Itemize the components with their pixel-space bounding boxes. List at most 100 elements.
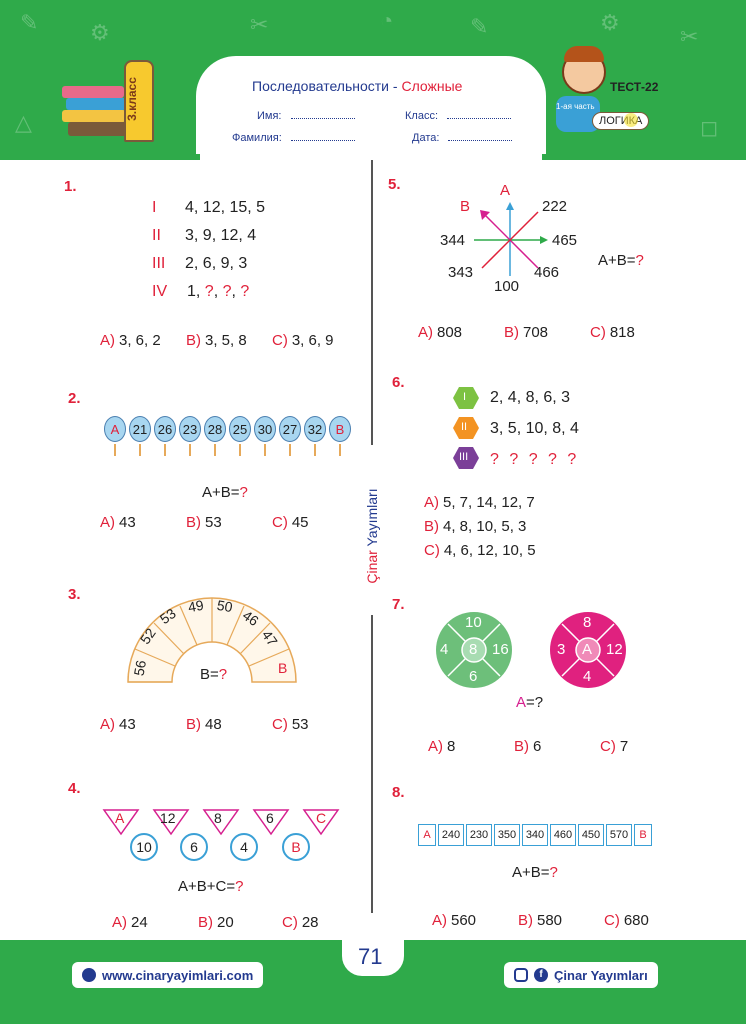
q5-option-c[interactable]: C) 818 bbox=[590, 324, 635, 341]
q5-number: 5. bbox=[388, 176, 401, 193]
column-divider-bottom bbox=[371, 615, 373, 913]
q8-option-c-text: 680 bbox=[623, 912, 649, 929]
q3-option-b[interactable]: B) 48 bbox=[186, 716, 222, 733]
stick-2 bbox=[139, 444, 141, 456]
q1-option-a[interactable]: A) 3, 6, 2 bbox=[100, 332, 161, 349]
social-text: Çinar Yayımları bbox=[554, 967, 648, 983]
q5-label-222: 222 bbox=[542, 198, 568, 215]
q4-option-a[interactable]: A) 24 bbox=[112, 914, 148, 931]
q1-values-1: 4, 12, 15, 5 bbox=[185, 199, 266, 216]
q3-question-text: B= bbox=[200, 666, 219, 683]
q8-option-b-letter: B) bbox=[518, 912, 533, 929]
q5-option-b-letter: B) bbox=[504, 324, 519, 341]
arc-value-1: 56 bbox=[130, 658, 150, 678]
q2-option-a[interactable]: A) 43 bbox=[100, 514, 136, 531]
facebook-icon: f bbox=[534, 968, 548, 982]
class-field[interactable]: Класс: bbox=[405, 110, 512, 122]
q5-label-465: 465 bbox=[552, 232, 578, 249]
brand-part1: Çinar bbox=[364, 550, 380, 584]
title-main: Последовательности - bbox=[252, 78, 398, 94]
lollipop-8: 27 bbox=[279, 416, 301, 442]
boy-hair bbox=[564, 46, 604, 62]
q1-roman-3: III bbox=[152, 255, 166, 272]
stick-1 bbox=[114, 444, 116, 456]
q6-option-c-text: 4, 6, 12, 10, 5 bbox=[443, 542, 536, 559]
q8-number: 8. bbox=[392, 784, 405, 801]
q4-option-b-text: 20 bbox=[217, 914, 234, 931]
q6-option-c[interactable]: C) 4, 6, 12, 10, 5 bbox=[424, 542, 536, 559]
stick-10 bbox=[339, 444, 341, 456]
q5-label-a: A bbox=[500, 182, 511, 199]
q5-option-b[interactable]: B) 708 bbox=[504, 324, 548, 341]
social-link[interactable]: f Çinar Yayımları bbox=[504, 962, 658, 988]
arc-value-4: 49 bbox=[186, 596, 205, 616]
tri-4: 6 bbox=[266, 810, 274, 826]
q8-box-5: 340 bbox=[522, 824, 548, 846]
stick-5 bbox=[214, 444, 216, 456]
pencil-mascot: 3.класс bbox=[124, 60, 154, 142]
lollipop-4: 23 bbox=[179, 416, 201, 442]
name-field[interactable]: Имя: bbox=[257, 110, 355, 122]
stick-8 bbox=[289, 444, 291, 456]
lollipop-b: B bbox=[329, 416, 351, 442]
q2-option-b[interactable]: B) 53 bbox=[186, 514, 222, 531]
q6-option-b-text: 4, 8, 10, 5, 3 bbox=[443, 518, 527, 535]
q5-option-c-text: 818 bbox=[609, 324, 635, 341]
q5-qmark: ? bbox=[635, 252, 644, 269]
q8-option-c[interactable]: C) 680 bbox=[604, 912, 649, 929]
q7-option-c[interactable]: C) 7 bbox=[600, 738, 628, 755]
date-field[interactable]: Дата: bbox=[412, 132, 513, 144]
q8-option-b[interactable]: B) 580 bbox=[518, 912, 562, 929]
stick-3 bbox=[164, 444, 166, 456]
page-title: Последовательности - Сложные bbox=[252, 78, 462, 94]
q3-option-b-letter: B) bbox=[186, 716, 201, 733]
q1-row-1: I 4, 12, 15, 5 bbox=[152, 194, 265, 222]
q1-option-b[interactable]: B) 3, 5, 8 bbox=[186, 332, 247, 349]
q7-question-a: A bbox=[516, 694, 527, 711]
q6-roman-2: II bbox=[461, 421, 468, 433]
q7-wheels bbox=[436, 612, 626, 688]
q8-option-a-text: 560 bbox=[451, 912, 477, 929]
q8-option-a[interactable]: A) 560 bbox=[432, 912, 476, 929]
page-number: 71 bbox=[358, 944, 383, 969]
stick-4 bbox=[189, 444, 191, 456]
q4-option-c[interactable]: C) 28 bbox=[282, 914, 319, 931]
q5-label-343: 343 bbox=[448, 264, 474, 281]
q3-option-a[interactable]: A) 43 bbox=[100, 716, 136, 733]
q6-option-a[interactable]: A) 5, 7, 14, 12, 7 bbox=[424, 494, 535, 511]
part-label: 1-ая часть bbox=[556, 102, 595, 111]
q1-option-b-text: 3, 5, 8 bbox=[205, 332, 247, 349]
q4-option-b[interactable]: B) 20 bbox=[198, 914, 234, 931]
arc-value-b: B bbox=[278, 660, 288, 676]
q2-option-c[interactable]: C) 45 bbox=[272, 514, 309, 531]
q7-option-a[interactable]: A) 8 bbox=[428, 738, 455, 755]
q3-qmark: ? bbox=[218, 666, 228, 683]
q7-option-a-letter: A) bbox=[428, 738, 443, 755]
website-text: www.cinaryayimlari.com bbox=[102, 967, 254, 983]
q4-qmark: ? bbox=[235, 878, 244, 895]
q6-option-b[interactable]: B) 4, 8, 10, 5, 3 bbox=[424, 518, 526, 535]
vertical-brand: Çinar Yayımları bbox=[364, 456, 380, 616]
q2-option-a-text: 43 bbox=[119, 514, 136, 531]
q6-option-a-letter: A) bbox=[424, 494, 439, 511]
q1-option-c[interactable]: C) 3, 6, 9 bbox=[272, 332, 334, 349]
column-divider-top bbox=[371, 160, 373, 445]
lollipop-2: 21 bbox=[129, 416, 151, 442]
website-link[interactable]: www.cinaryayimlari.com bbox=[72, 962, 264, 988]
q7-option-b[interactable]: B) 6 bbox=[514, 738, 541, 755]
surname-field[interactable]: Фамилия: bbox=[232, 132, 355, 144]
q3-option-c[interactable]: C) 53 bbox=[272, 716, 309, 733]
q4-option-b-letter: B) bbox=[198, 914, 213, 931]
w2-left: 3 bbox=[557, 641, 566, 658]
q2-option-a-letter: A) bbox=[100, 514, 115, 531]
q5-option-a[interactable]: A) 808 bbox=[418, 324, 462, 341]
circle-1: 10 bbox=[130, 833, 158, 861]
q3-arc-diagram bbox=[127, 597, 297, 683]
w2-top: 8 bbox=[583, 614, 592, 631]
q5-question-text: A+B= bbox=[598, 252, 636, 269]
q2-question: A+B=? bbox=[202, 484, 248, 501]
circle-3: 4 bbox=[230, 833, 258, 861]
q2-option-c-text: 45 bbox=[291, 514, 309, 531]
q1-option-a-letter: A) bbox=[100, 332, 115, 349]
q1-values-3: 2, 6, 9, 3 bbox=[185, 255, 248, 272]
